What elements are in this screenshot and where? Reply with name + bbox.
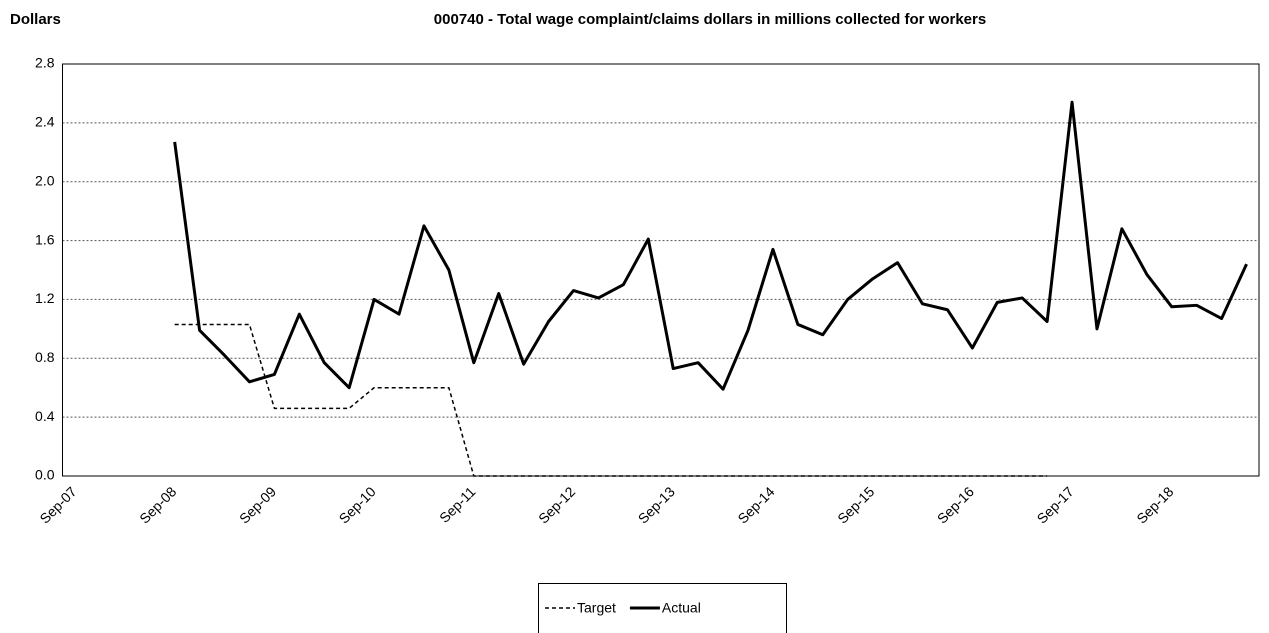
y-tick-label: 0.0 [35, 467, 55, 483]
x-tick-label: Sep-16 [934, 483, 977, 526]
y-tick-label: 1.6 [35, 231, 55, 247]
plot-area [62, 63, 1260, 477]
series-line [174, 323, 1048, 477]
x-tick-label: Sep-17 [1034, 483, 1077, 526]
series-line [173, 100, 1248, 391]
y-tick-label: 2.8 [35, 55, 55, 71]
legend-box [538, 583, 787, 633]
x-tick-label: Sep-10 [336, 483, 379, 526]
x-tick-label: Sep-14 [734, 483, 777, 526]
y-tick-label: 2.4 [35, 114, 55, 130]
legend-label: Actual [662, 600, 701, 616]
chart-title: 000740 - Total wage complaint/claims dol… [434, 11, 986, 28]
x-tick-label: Sep-09 [236, 483, 279, 526]
y-tick-label: 1.2 [35, 290, 55, 306]
x-tick-label: Sep-08 [136, 483, 179, 526]
x-tick-label: Sep-18 [1133, 483, 1176, 526]
x-tick-label: Sep-11 [436, 483, 479, 526]
x-tick-label: Sep-12 [535, 483, 578, 526]
x-tick-label: Sep-13 [635, 483, 678, 526]
x-tick-label: Sep-07 [36, 483, 79, 526]
legend-label: Target [577, 600, 616, 616]
y-tick-label: 0.4 [35, 408, 55, 424]
x-tick-label: Sep-15 [834, 483, 877, 526]
y-tick-label: 0.8 [35, 349, 55, 365]
y-axis-label: Dollars [10, 11, 61, 28]
y-tick-label: 2.0 [35, 172, 55, 188]
